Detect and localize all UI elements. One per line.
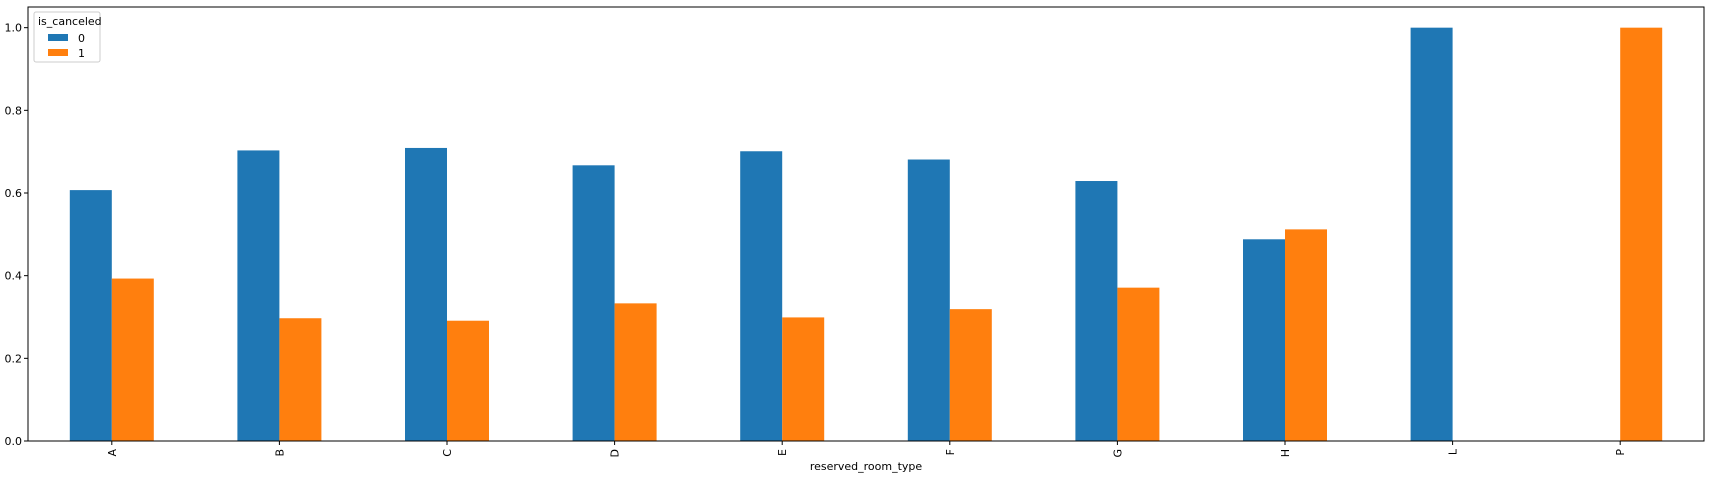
- x-tick-label: H: [1279, 449, 1292, 457]
- legend: is_canceled 01: [33, 11, 102, 63]
- x-axis-label: reserved_room_type: [810, 460, 923, 473]
- bar-A-series-1: [111, 278, 154, 441]
- legend-items: 01: [48, 32, 85, 60]
- x-tick-label: B: [273, 449, 286, 457]
- y-ticks: 0.0 0.2 0.4 0.6 0.8 1.0: [5, 22, 28, 448]
- bar-L-series-0: [1410, 27, 1453, 442]
- legend-title: is_canceled: [38, 15, 102, 28]
- bar-P-series-1: [1620, 27, 1663, 442]
- x-tick-label: A: [106, 449, 119, 457]
- bar-E-series-1: [782, 317, 825, 441]
- bar-H-series-1: [1285, 229, 1327, 441]
- x-tick-label: D: [609, 449, 622, 457]
- x-tick-label: E: [776, 449, 789, 456]
- bar-A-series-0: [69, 190, 112, 441]
- y-tick-label: 0.6: [5, 187, 23, 200]
- y-tick-label: 0.4: [5, 270, 23, 283]
- bar-G-series-0: [1075, 181, 1118, 441]
- bar-B-series-0: [237, 150, 280, 441]
- bar-C-series-0: [405, 147, 447, 442]
- x-tick-label: L: [1447, 448, 1460, 455]
- legend-swatch: [48, 49, 68, 56]
- y-tick-label: 0.8: [5, 104, 23, 117]
- bar-F-series-1: [949, 309, 992, 441]
- legend-label: 1: [78, 47, 85, 60]
- bar-H-series-0: [1243, 239, 1285, 441]
- bar-D-series-0: [572, 165, 615, 441]
- y-tick-label: 1.0: [5, 22, 23, 35]
- bar-B-series-1: [279, 318, 322, 441]
- bar-C-series-1: [447, 320, 489, 441]
- bar-D-series-1: [614, 303, 657, 441]
- axes-layer: [27, 6, 1705, 442]
- x-tick-label: P: [1614, 449, 1627, 456]
- x-tick-label: G: [1111, 449, 1124, 458]
- plot-frame: [27, 6, 1705, 442]
- x-tick-label: F: [944, 449, 957, 455]
- y-tick-label: 0.2: [5, 352, 23, 365]
- legend-label: 0: [78, 32, 85, 45]
- y-tick-label: 0.0: [5, 435, 23, 448]
- x-tick-label: C: [441, 449, 454, 457]
- legend-swatch: [48, 34, 68, 41]
- bar-G-series-1: [1117, 287, 1160, 441]
- bars-layer: [69, 27, 1663, 442]
- bar-E-series-0: [740, 151, 783, 441]
- bar-F-series-0: [907, 159, 950, 441]
